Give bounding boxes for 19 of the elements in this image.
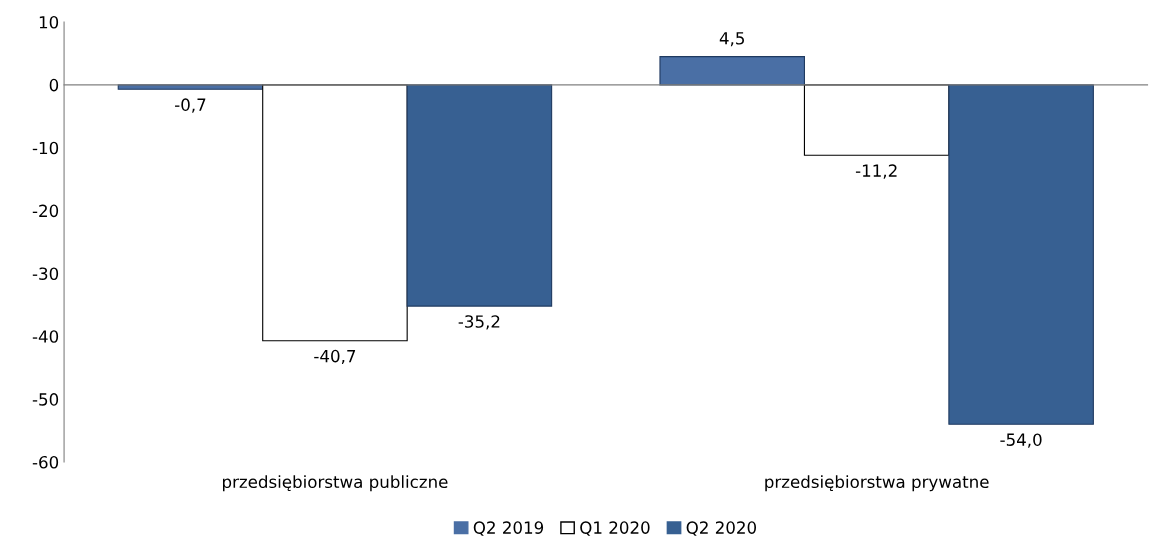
data-label: -11,2 (855, 164, 897, 179)
data-label: 4,5 (719, 32, 744, 47)
x-tick-label: przedsiębiorstwa prywatne (765, 475, 989, 492)
legend-label: Q2 2019 (473, 521, 544, 536)
data-label: -54,0 (1000, 433, 1042, 448)
data-label: -0,7 (175, 98, 206, 113)
y-tick-label: 0 (49, 78, 59, 92)
y-tick-label: -20 (32, 204, 59, 218)
data-label: -40,7 (314, 349, 356, 365)
y-tick-label: -40 (32, 330, 59, 343)
y-tick-label: -10 (32, 141, 59, 155)
x-tick-label: przedsiębiorstwa publiczne (222, 475, 448, 492)
y-tick-label: -30 (32, 267, 59, 280)
legend-label: Q1 2020 (580, 521, 650, 536)
legend-label: Q2 2020 (686, 521, 757, 536)
y-tick-label: -60 (32, 455, 59, 469)
y-tick-label: -50 (32, 393, 59, 406)
data-label: -35,2 (458, 315, 500, 330)
y-tick-label: 10 (39, 15, 59, 29)
